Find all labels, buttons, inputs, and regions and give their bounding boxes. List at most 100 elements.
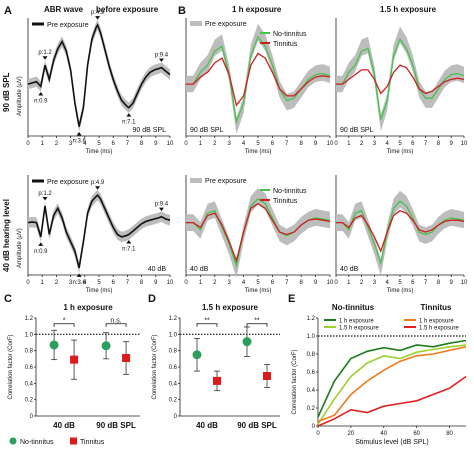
panel-b-3-x-tick-label: 9 [450,280,454,286]
panel-label-e: E [288,293,295,305]
panel-e-y-tick-label: 0.8 [307,352,316,358]
panel-c-title: 1 h exposure [63,303,113,312]
panel-c-point-no-tinnitus [49,340,59,350]
panel-b-level-label: 90 dB SPL [190,127,224,134]
panel-b-level-label: 90 dB SPL [340,127,374,134]
panel-a-xlabel-0: Time (ms) [86,149,113,155]
panel-b-1-x-tick-label: 10 [461,141,468,147]
panel-e-series-line [317,346,467,423]
panel-b-no-tinnitus-line [186,35,331,125]
peak-label: n:7.1 [122,120,136,126]
panel-e-legend-label: 1 h exposure [339,319,374,325]
panel-c-sig-bracket [53,323,75,327]
peak-label: p:9.4 [155,202,169,208]
panel-b-1-x-tick-label: 0 [334,141,338,147]
panel-a-1-x-tick-label: 8 [140,280,144,286]
panel-b-1-x-tick-label: 2 [360,141,364,147]
panel-b-pre-exposure-band [336,190,464,276]
panel-a-1-x-tick-label: 4 [83,280,87,286]
panel-b-level-label: 40 dB [340,266,359,273]
panel-e-ylabel: Correlation factor (CorF) [292,349,298,414]
panel-b-2-x-tick-label: 5 [256,280,260,286]
panel-b-3-x-tick-label: 8 [437,280,441,286]
peak-label: p:9.4 [155,53,169,59]
panel-c-y-tick-label: 1.0 [25,332,34,338]
peak-label: n:7.1 [122,247,136,253]
peak-marker [126,113,132,117]
panel-a-pre-exposure-line [27,194,171,269]
panel-a-0-x-tick-label: 2 [55,141,59,147]
peak-label: p:1.2 [38,191,52,197]
panel-c-sig-label: * [63,318,66,325]
panel-b-pre-exposure-band [186,23,330,134]
panel-d-y-tick-label: 0.2 [169,398,178,404]
panel-label-a: A [4,5,12,17]
panel-b-3-x-tick-label: 6 [411,280,415,286]
panel-e-y-tick-label: 1.2 [307,316,316,322]
panel-b-1-x-tick-label: 5 [398,141,402,147]
row-label-40db: 40 dB hearing level [2,199,11,272]
panel-a-xlabel-1: Time (ms) [86,288,113,294]
panel-e-legend-label: 1.5 h exposure [419,326,459,332]
panel-b-level-label: 40 dB [190,266,209,273]
peak-marker [126,240,132,244]
panel-b-1-x-tick-label: 8 [437,141,441,147]
panel-b-0-x-tick-label: 3 [228,141,232,147]
panel-e-group-no-tinnitus: No-tinnitus [332,303,375,312]
panel-a-1-x-tick-label: 9 [154,280,158,286]
panel-a-0-x-tick-label: 9 [154,141,158,147]
peak-marker [76,273,82,277]
panel-a-1-x-tick-label: 0 [26,280,30,286]
panel-e-x-tick-label: 40 [380,431,387,437]
panel-e-x-tick-label: 60 [413,431,420,437]
panel-b-2-x-tick-label: 9 [314,280,318,286]
panel-c-point-no-tinnitus [101,341,111,351]
panel-label-b: B [178,5,186,17]
panel-label-d: D [148,293,156,305]
panel-e-series-line [317,344,467,425]
panel-d-ylabel: Correlation factor (CorF) [152,334,158,399]
peak-marker [76,132,82,136]
panel-a-1-x-tick-label: 10 [167,280,174,286]
panel-b-legend-pre-swatch [190,21,202,26]
panel-d-point-tinnitus [213,376,221,385]
panel-a-level-label: 90 dB SPL [133,127,167,134]
panel-e-legend-label: 1.5 h exposure [339,326,379,332]
peak-label: p:4.9 [91,180,105,186]
panel-a-title-right: before exposure [96,5,159,14]
panel-a-1-x-tick-label: 2 [55,280,59,286]
panel-b-0-x-tick-label: 8 [300,141,304,147]
panel-e-x-tick-label: 80 [446,431,453,437]
panel-b-xlabel: Time (ms) [245,288,272,294]
panel-a-0-x-tick-label: 4 [83,141,87,147]
panel-b-0-x-tick-label: 2 [213,141,217,147]
peak-marker [42,196,48,201]
panel-e-series-line [317,339,467,418]
panel-e-y-tick-label: 1.0 [307,334,316,340]
panel-b-tinnitus-line [336,209,465,253]
panel-c-y-tick-label: 0.2 [25,398,34,404]
peak-marker [95,186,101,190]
panel-a-1-x-tick-label: 1 [41,280,45,286]
panel-b-3-x-tick-label: 5 [398,280,402,286]
panel-b-3-x-tick-label: 10 [461,280,468,286]
panel-d-y-tick-label: 0.4 [169,381,178,387]
panel-b-0-x-tick-label: 5 [256,141,260,147]
panel-a-title-left: ABR wave [44,5,84,14]
panel-c-sig-bracket [105,323,127,327]
panel-e-y-tick-label: 0 [312,424,316,430]
panel-e-y-tick-label: 0.4 [307,388,316,394]
panel-d-point-tinnitus [263,371,271,380]
peak-label: p:4.9 [91,10,105,16]
panel-a-0-x-tick-label: 8 [140,141,144,147]
panel-e-series-line [317,375,467,427]
panel-b-3-x-tick-label: 7 [424,280,428,286]
ylabel-a-top: Amplitude (μV) [17,76,23,116]
panel-b-3-x-tick-label: 2 [360,280,364,286]
panel-d-y-tick-label: 1.2 [169,316,178,322]
panel-b-2-x-tick-label: 1 [199,280,203,286]
panel-b-3-x-tick-label: 3 [373,280,377,286]
panel-a-sem-band [28,19,170,132]
peak-label: n:3.6 [72,280,86,286]
panel-b-legend-pre-label: Pre exposure [205,178,247,185]
